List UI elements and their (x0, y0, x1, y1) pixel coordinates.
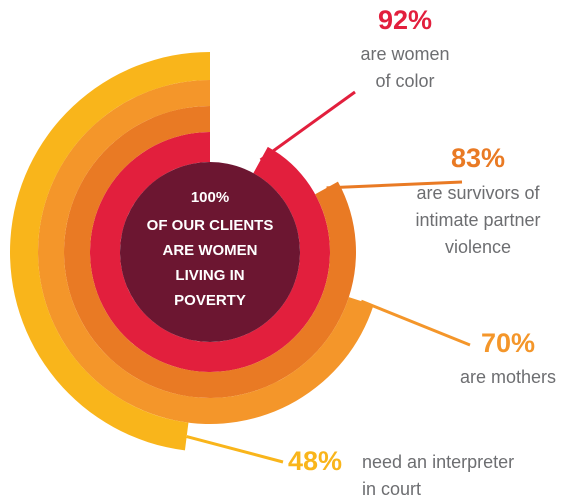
description: violence (445, 237, 511, 257)
description: are survivors of (416, 183, 540, 203)
center-text: LIVING IN (175, 267, 244, 284)
leader-line (326, 180, 463, 190)
center-text: ARE WOMEN (163, 242, 258, 259)
value-label: 48% (288, 446, 342, 476)
description: are mothers (460, 367, 556, 387)
ring-arc (9, 52, 211, 451)
value-label: 92% (378, 5, 432, 35)
value-label: 70% (481, 328, 535, 358)
leader-line (259, 90, 356, 162)
description: intimate partner (415, 210, 540, 230)
leader-line (186, 435, 284, 464)
description: in court (362, 479, 421, 499)
leader-line (360, 299, 471, 347)
description: need an interpreter (362, 452, 514, 472)
center-text: OF OUR CLIENTS (147, 217, 274, 234)
description: are women (360, 44, 449, 64)
center-value: 100% (191, 189, 229, 206)
description: of color (375, 71, 434, 91)
center-circle (120, 162, 300, 342)
center-text: POVERTY (174, 292, 246, 309)
value-label: 83% (451, 143, 505, 173)
